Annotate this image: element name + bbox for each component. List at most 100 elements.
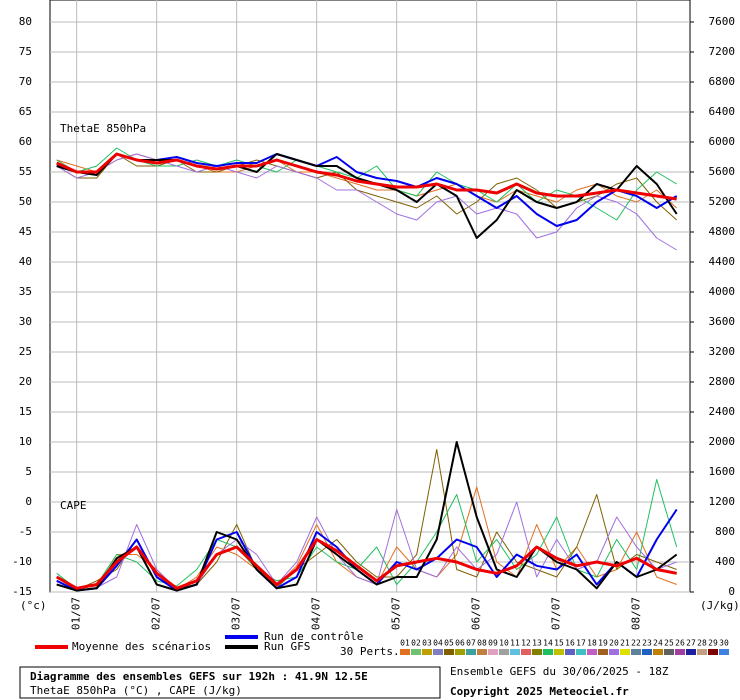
- x-tick-label: 06/07: [470, 597, 483, 630]
- perturbation-name: 28: [697, 639, 707, 648]
- perturbation-name: 21: [620, 639, 630, 648]
- perturbation-name: 22: [631, 639, 641, 648]
- y2-tick-label: 4800: [709, 225, 736, 238]
- perturbation-swatch: [499, 649, 509, 655]
- perturbation-name: 19: [598, 639, 608, 648]
- x-tick-label: 07/07: [550, 597, 563, 630]
- perturbation-name: 24: [653, 639, 663, 648]
- plot-area: [49, 0, 691, 593]
- perturbation-swatch: [620, 649, 630, 655]
- perturbation-name: 26: [675, 639, 685, 648]
- perturbation-swatch: [488, 649, 498, 655]
- perturbation-name: 02: [411, 639, 421, 648]
- info-run: Ensemble GEFS du 30/06/2025 - 18Z: [450, 665, 669, 678]
- perturbation-name: 29: [708, 639, 718, 648]
- info-title: Diagramme des ensembles GEFS sur 192h : …: [30, 670, 368, 683]
- y-tick-label: 5: [25, 465, 32, 478]
- y2-tick-label: 2400: [709, 405, 736, 418]
- perturbation-swatch: [466, 649, 476, 655]
- perturbation-name: 30: [719, 639, 729, 648]
- y2-tick-label: 3600: [709, 315, 736, 328]
- perturbation-name: 01: [400, 639, 410, 648]
- perturbation-swatch: [411, 649, 421, 655]
- y2-tick-label: 3200: [709, 345, 736, 358]
- y-tick-label: 30: [19, 315, 32, 328]
- perturbation-swatch: [521, 649, 531, 655]
- series-line: [56, 441, 678, 592]
- info-copyright: Copyright 2025 Meteociel.fr: [450, 685, 629, 698]
- y2-tick-label: 6000: [709, 135, 736, 148]
- y2-tick-label: 0: [728, 585, 735, 598]
- legend-label: Run GFS: [264, 640, 310, 653]
- perturbation-swatch: [433, 649, 443, 655]
- perturbation-name: 07: [466, 639, 476, 648]
- perturbation-name: 17: [576, 639, 586, 648]
- info-box: [19, 666, 441, 699]
- perturbation-name: 08: [477, 639, 487, 648]
- perturbation-name: 05: [444, 639, 454, 648]
- perturbation-swatch: [675, 649, 685, 655]
- y-tick-label: 55: [19, 165, 32, 178]
- x-tick-label: 08/07: [630, 597, 643, 630]
- y2-tick-label: 4400: [709, 255, 736, 268]
- y-tick-label: 60: [19, 135, 32, 148]
- series-line: [55, 538, 677, 590]
- perturbation-name: 04: [433, 639, 443, 648]
- y-tick-label: 25: [19, 345, 32, 358]
- y2-tick-label: 2800: [709, 375, 736, 388]
- y2-tick-label: 5200: [709, 195, 736, 208]
- series-line: [56, 479, 678, 590]
- y-tick-label: -5: [19, 525, 32, 538]
- perturbation-swatch: [400, 649, 410, 655]
- y-tick-label: -10: [12, 555, 32, 568]
- y2-tick-label: 6800: [709, 75, 736, 88]
- perturbation-swatch: [532, 649, 542, 655]
- perturbation-swatch: [576, 649, 586, 655]
- perturbation-name: 13: [532, 639, 542, 648]
- perturbation-name: 11: [510, 639, 520, 648]
- y2-tick-label: 1200: [709, 495, 736, 508]
- x-tick-label: 04/07: [310, 597, 323, 630]
- perturbation-swatch: [455, 649, 465, 655]
- legend-label: Moyenne des scénarios: [72, 640, 211, 653]
- perturbation-name: 27: [686, 639, 696, 648]
- y2-tick-label: 4000: [709, 285, 736, 298]
- y-tick-label: 0: [25, 495, 32, 508]
- perturbation-swatch: [477, 649, 487, 655]
- perturbation-name: 06: [455, 639, 465, 648]
- y-tick-label: 15: [19, 405, 32, 418]
- perturbation-swatch: [554, 649, 564, 655]
- y-tick-label: 80: [19, 15, 32, 28]
- y-tick-label: 70: [19, 75, 32, 88]
- y2-axis-unit: (J/kg): [700, 599, 740, 612]
- perturbation-name: 10: [499, 639, 509, 648]
- perturbation-swatch: [719, 649, 729, 655]
- y2-tick-label: 7200: [709, 45, 736, 58]
- perturbation-swatch: [609, 649, 619, 655]
- perturbation-swatch: [598, 649, 608, 655]
- perturbation-name: 18: [587, 639, 597, 648]
- perturbation-name: 09: [488, 639, 498, 648]
- y-tick-label: 20: [19, 375, 32, 388]
- x-tick-label: 01/07: [70, 597, 83, 630]
- perturbation-name: 20: [609, 639, 619, 648]
- perturbation-swatch: [422, 649, 432, 655]
- panel-label: ThetaE 850hPa: [60, 122, 146, 135]
- y-tick-label: 65: [19, 105, 32, 118]
- y-tick-label: 35: [19, 285, 32, 298]
- perturbation-swatch: [631, 649, 641, 655]
- y-axis-unit: (°c): [20, 599, 47, 612]
- y-tick-label: 40: [19, 255, 32, 268]
- y2-tick-label: 1600: [709, 465, 736, 478]
- y-tick-label: 50: [19, 195, 32, 208]
- x-tick-label: 03/07: [230, 597, 243, 630]
- perturbation-name: 16: [565, 639, 575, 648]
- perturbation-swatch: [510, 649, 520, 655]
- perturbation-name: 12: [521, 639, 531, 648]
- y2-tick-label: 5600: [709, 165, 736, 178]
- y2-tick-label: 800: [715, 525, 735, 538]
- legend-label: Run de contrôle: [264, 630, 363, 643]
- perturbation-swatch: [642, 649, 652, 655]
- y2-tick-label: 400: [715, 555, 735, 568]
- y2-tick-label: 6400: [709, 105, 736, 118]
